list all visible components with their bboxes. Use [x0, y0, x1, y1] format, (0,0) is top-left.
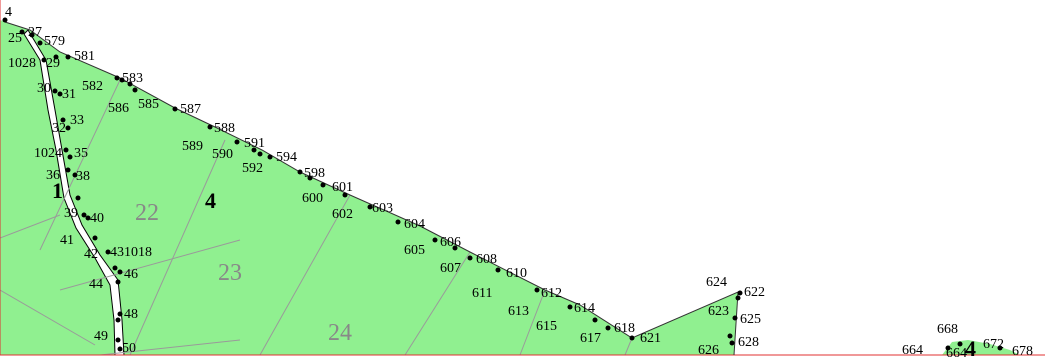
- zone-label-4-right: 4: [965, 336, 976, 358]
- point-label: 608: [476, 252, 497, 267]
- point-label: 618: [614, 321, 635, 336]
- point-label: 585: [138, 97, 159, 112]
- parcel-lines: [0, 79, 633, 356]
- point-label: 46: [124, 267, 138, 282]
- point-label: 32: [52, 121, 66, 136]
- point-label: 611: [472, 286, 492, 301]
- point-label: 36: [46, 168, 60, 183]
- point-label: 431018: [110, 245, 152, 260]
- point-label: 602: [332, 207, 353, 222]
- point-label: 4: [5, 5, 12, 20]
- point-label: 598: [304, 166, 325, 181]
- zone-label-1: 1: [52, 178, 63, 203]
- point-label: 613: [508, 304, 529, 319]
- point-label: 1028: [8, 56, 36, 71]
- point-label: 33: [70, 113, 84, 128]
- point-label: 41: [60, 233, 74, 248]
- point-label: 621: [640, 331, 661, 346]
- point-label: 25: [8, 31, 22, 46]
- point-label: 610: [506, 266, 527, 281]
- point-label: 30: [37, 81, 51, 96]
- zone-label-4: 4: [205, 188, 216, 213]
- point-label: 612: [541, 286, 562, 301]
- point-label: 600: [302, 191, 323, 206]
- point-label: 581: [74, 49, 95, 64]
- point-label: 624: [706, 275, 727, 290]
- point-label: 31: [62, 87, 76, 102]
- point-label: 591: [244, 136, 265, 151]
- point-label: 583: [122, 71, 143, 86]
- point-label: 588: [214, 121, 235, 136]
- point-label: 579: [44, 34, 65, 49]
- green-area-main: [0, 20, 738, 355]
- point-label: 606: [440, 235, 461, 250]
- point-label: 590: [212, 147, 233, 162]
- point-label: 582: [82, 79, 103, 94]
- point-label: 589: [182, 139, 203, 154]
- point-label: 668: [937, 322, 958, 337]
- point-label: 40: [90, 211, 104, 226]
- point-label: 603: [372, 201, 393, 216]
- point-label: 44: [89, 277, 103, 292]
- point-label: 592: [242, 161, 263, 176]
- survey-points: [2, 17, 1003, 352]
- point-label: 587: [180, 102, 201, 117]
- point-label: 628: [738, 335, 759, 350]
- point-label: 664: [946, 346, 967, 358]
- parcel-label-24: 24: [328, 320, 352, 346]
- point-label: 50: [122, 341, 136, 356]
- parcel-label-23: 23: [218, 260, 242, 286]
- point-label: 678: [1012, 344, 1033, 358]
- point-label: 672: [983, 337, 1004, 352]
- point-label: 604: [404, 217, 425, 232]
- point-label: 614: [574, 301, 595, 316]
- point-label: 1024: [34, 146, 62, 161]
- point-label: 42: [84, 247, 98, 262]
- point-label: 664: [902, 343, 923, 358]
- point-label: 626: [698, 343, 719, 358]
- point-label: 49: [94, 329, 108, 344]
- point-labels: 4 25 27 579 1028 29 581 582 583 30 31 58…: [5, 5, 1033, 358]
- point-label: 623: [708, 304, 729, 319]
- point-label: 39: [64, 206, 78, 221]
- point-label: 601: [332, 180, 353, 195]
- point-label: 622: [744, 285, 765, 300]
- point-label: 615: [536, 319, 557, 334]
- point-label: 29: [46, 56, 60, 71]
- point-label: 594: [276, 150, 297, 165]
- point-label: 38: [76, 169, 90, 184]
- point-label: 617: [580, 331, 601, 346]
- point-label: 586: [108, 101, 129, 116]
- point-label: 625: [740, 312, 761, 327]
- point-label: 48: [124, 307, 138, 322]
- point-label: 35: [74, 146, 88, 161]
- point-label: 605: [404, 243, 425, 258]
- parcel-label-22: 22: [135, 200, 159, 226]
- point-label: 27: [28, 25, 42, 40]
- point-label: 607: [440, 261, 461, 276]
